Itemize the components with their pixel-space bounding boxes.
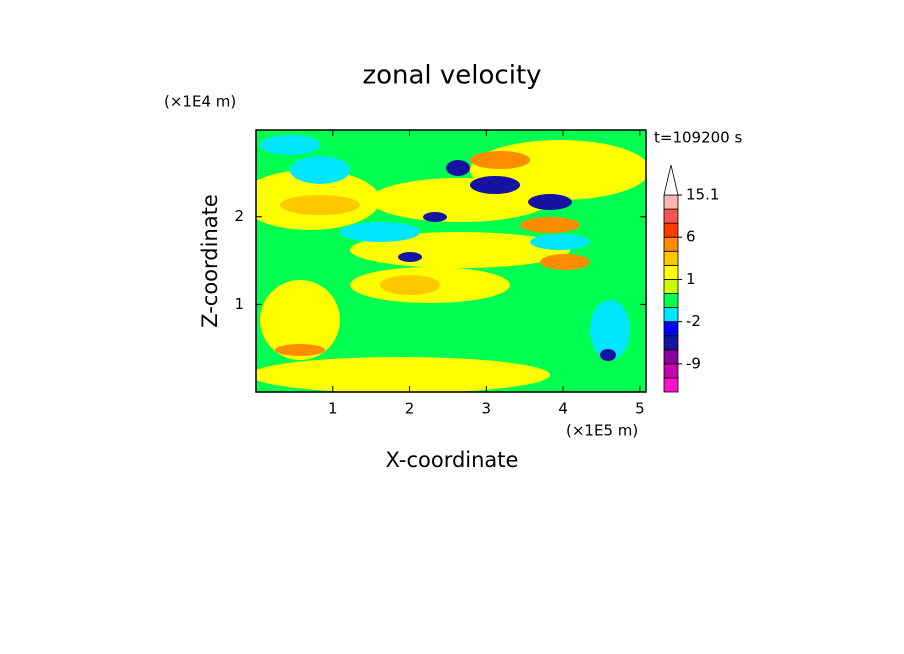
- colorbar-segment: [663, 279, 679, 294]
- contour-blob: [290, 156, 350, 184]
- colorbar-extension: [663, 164, 679, 196]
- y-unit: (×1E4 m): [164, 93, 236, 111]
- chart-title: zonal velocity: [362, 61, 541, 91]
- colorbar-tick-label: 6: [686, 228, 696, 246]
- colorbar-segment: [663, 236, 679, 252]
- contour-blob: [540, 254, 590, 270]
- colorbar-tick-label: 15.1: [686, 186, 719, 204]
- contour-blob: [528, 194, 572, 210]
- contour-blob: [530, 234, 590, 250]
- contour-blob: [520, 217, 580, 233]
- x-tick-label: 5: [635, 400, 645, 418]
- contour-blob: [423, 212, 447, 222]
- plot-frame: [255, 129, 647, 393]
- colorbar-segment: [663, 363, 679, 379]
- x-axis-label: X-coordinate: [386, 448, 519, 472]
- colorbar-segment: [663, 208, 679, 224]
- colorbar-segment: [663, 293, 679, 308]
- contour-blob: [470, 151, 530, 169]
- x-tick-label: 2: [405, 400, 415, 418]
- contour-blob: [280, 195, 360, 215]
- colorbar-segment: [663, 307, 679, 323]
- contour-blob: [600, 349, 616, 361]
- colorbar-segment: [663, 349, 679, 365]
- colorbar-tick-label: 1: [686, 270, 696, 288]
- colorbar-segment: [663, 335, 679, 351]
- x-tick-label: 4: [558, 400, 568, 418]
- x-unit: (×1E5 m): [566, 422, 638, 440]
- x-tick-label: 3: [482, 400, 492, 418]
- colorbar-segment: [663, 377, 679, 393]
- colorbar-tick-label: -2: [686, 312, 701, 330]
- contour-blob: [340, 222, 420, 242]
- time-label: t=109200 s: [654, 129, 742, 147]
- colorbar-tick-label: -9: [686, 354, 701, 372]
- contour-blob: [275, 344, 325, 356]
- contour-blob: [398, 252, 422, 262]
- contour-blob: [590, 300, 630, 360]
- colorbar-segment: [663, 194, 679, 210]
- y-tick-label: 1: [234, 295, 244, 313]
- contour-blob: [370, 178, 550, 222]
- contour-blob: [470, 176, 520, 194]
- contour-blob: [260, 135, 320, 155]
- colorbar-segment: [663, 250, 679, 266]
- colorbar-segment: [663, 222, 679, 238]
- contour-blob: [256, 357, 550, 392]
- contour-field: [256, 130, 646, 392]
- y-axis-label: Z-coordinate: [198, 194, 222, 328]
- y-tick-label: 2: [234, 207, 244, 225]
- colorbar-segment: [663, 321, 679, 337]
- contour-blob: [380, 275, 440, 295]
- x-tick-label: 1: [328, 400, 338, 418]
- colorbar-segment: [663, 264, 679, 280]
- contour-blob: [446, 160, 470, 176]
- contour-blob: [260, 280, 340, 360]
